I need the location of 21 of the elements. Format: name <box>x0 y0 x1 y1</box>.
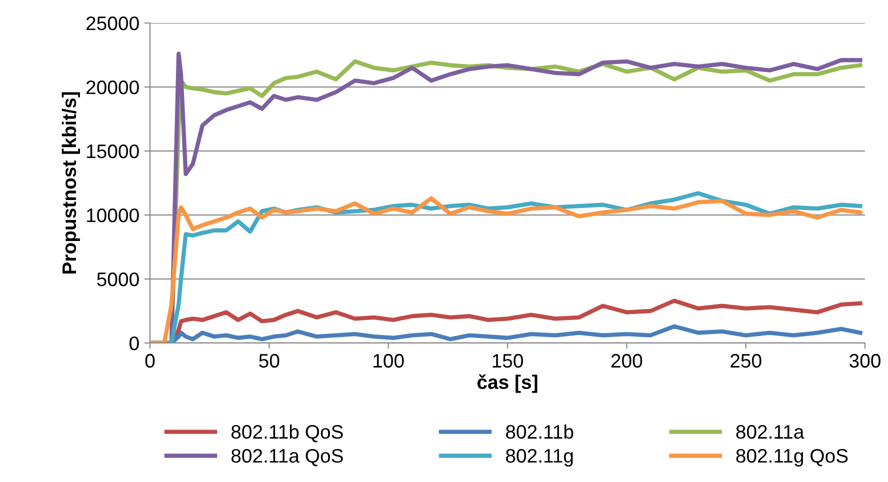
legend-label: 802.11a <box>736 425 804 439</box>
y-tick-label: 20000 <box>86 80 139 94</box>
x-tick-label: 50 <box>259 354 280 368</box>
y-tick-label: 0 <box>130 336 139 350</box>
legend-label: 802.11g QoS <box>736 448 848 467</box>
legend-label: 802.11a QoS <box>231 448 343 466</box>
x-axis-title: čas [s] <box>477 374 538 393</box>
y-tick-label: 15000 <box>87 144 139 158</box>
y-tick-label: 5000 <box>97 272 139 286</box>
legend-label: 802.11g <box>506 448 573 467</box>
legend-label: 802.11b QoS <box>231 424 343 442</box>
y-tick-label: 10000 <box>87 208 139 222</box>
x-tick-label: 300 <box>850 354 880 368</box>
x-tick-label: 0 <box>145 354 155 368</box>
y-tick-label: 25000 <box>86 16 139 30</box>
x-tick-label: 200 <box>611 354 642 368</box>
x-tick-label: 100 <box>374 354 404 368</box>
x-tick-label: 150 <box>492 354 523 368</box>
x-tick-label: 250 <box>730 354 762 368</box>
y-axis-title: Propustnost [kbit/s] <box>62 92 80 274</box>
legend-label: 802.11b <box>506 424 574 439</box>
